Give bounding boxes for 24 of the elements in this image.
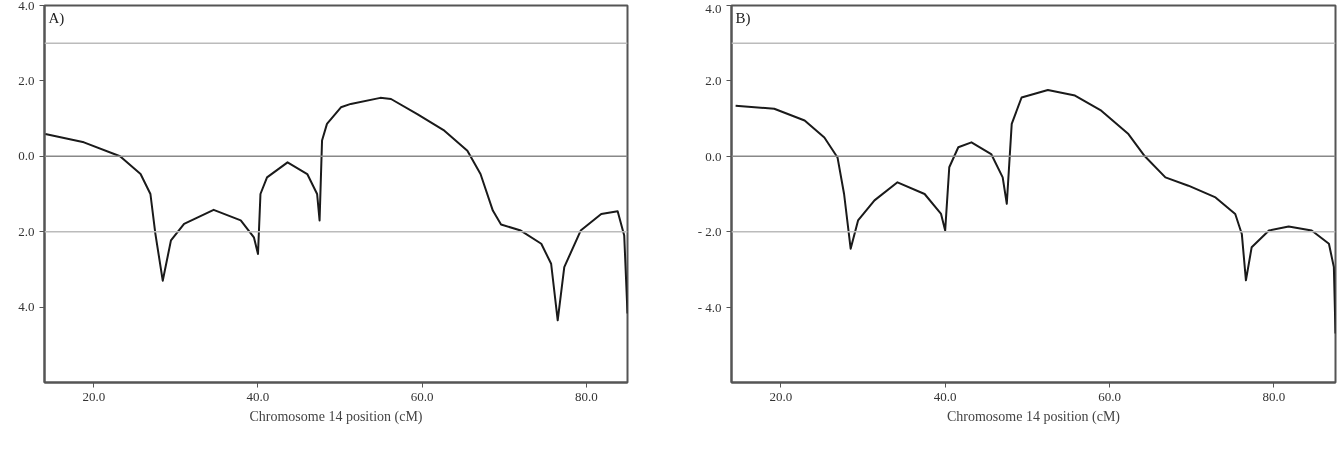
y-tick-label: 0.0 <box>705 148 722 164</box>
x-tick-label: 80.0 <box>1262 388 1286 404</box>
x-tick-label: 80.0 <box>575 388 598 404</box>
y-tick-label: 2.0 <box>705 73 722 89</box>
x-tick-label: 40.0 <box>246 388 270 404</box>
line-series <box>734 88 1336 335</box>
y-tick-label: 4.0 <box>18 299 35 315</box>
x-tick-label: 60.0 <box>1098 388 1121 404</box>
x-axis-title: Chromosome 14 position (cM) <box>249 408 423 425</box>
chart-title: A) <box>48 9 65 27</box>
y-tick-label: 4.0 <box>705 0 722 16</box>
chart-title: B) <box>735 9 751 27</box>
y-tick-label: 2.0 <box>18 72 35 88</box>
y-tick-label: - 4.0 <box>697 299 722 315</box>
x-tick-label: 40.0 <box>933 388 957 404</box>
y-tick-label: - 2.0 <box>697 224 722 240</box>
y-tick-label: 2.0 <box>18 223 35 239</box>
y-tick-label: 0.0 <box>18 148 35 164</box>
x-tick-label: 60.0 <box>410 388 434 404</box>
line-series <box>44 96 628 322</box>
x-tick-label: 20.0 <box>769 388 793 404</box>
y-tick-label: 4.0 <box>18 0 35 13</box>
x-tick-label: 20.0 <box>82 388 106 404</box>
x-axis-title: Chromosome 14 position (cM) <box>946 408 1121 425</box>
